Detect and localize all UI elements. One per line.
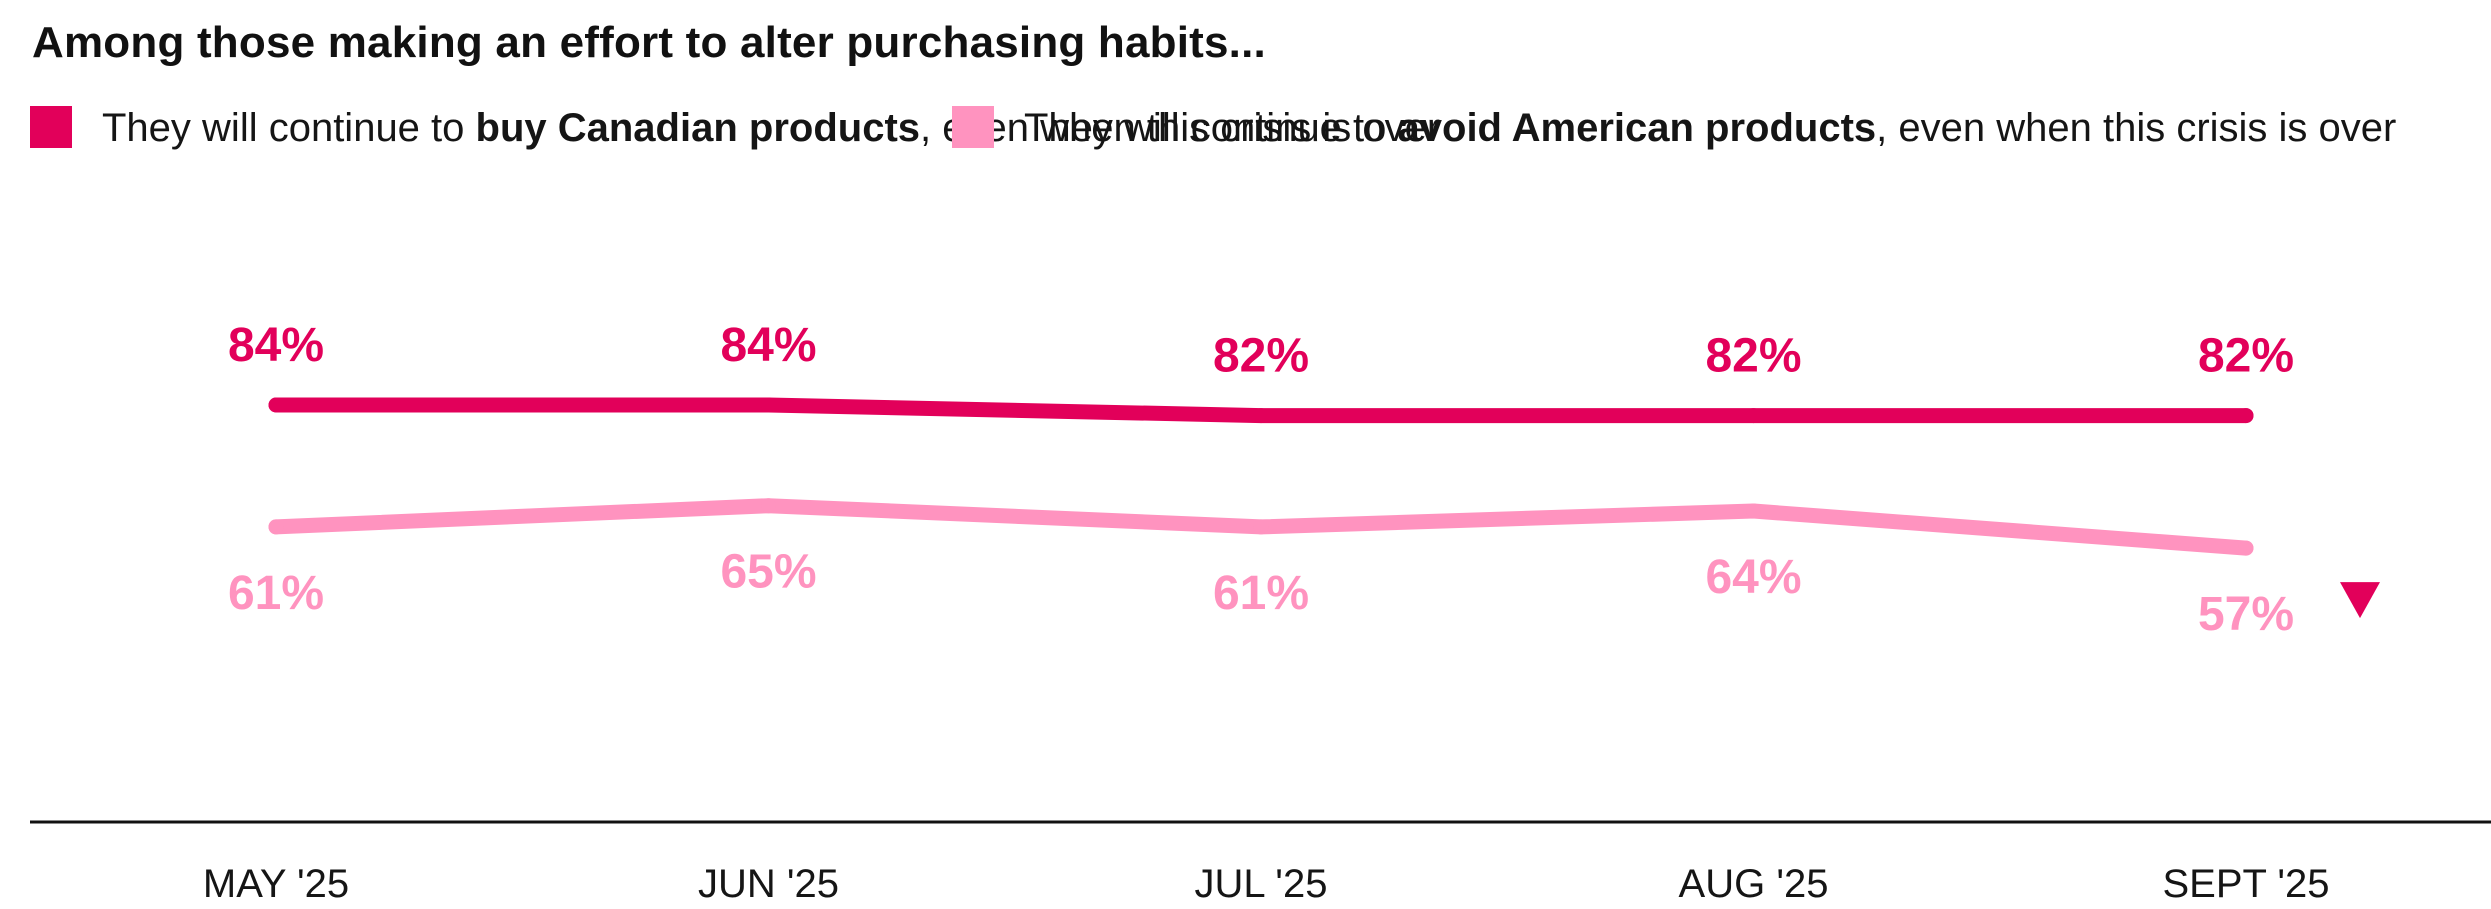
data-label: 61% xyxy=(228,567,324,620)
data-label: 65% xyxy=(720,546,816,599)
legend-label-bold: avoid American products xyxy=(1397,106,1877,150)
legend-label: They will continue to buy Canadian produ… xyxy=(102,100,1440,156)
x-tick-label: AUG '25 xyxy=(1679,862,1829,906)
data-point xyxy=(2238,408,2254,424)
down-triangle-icon xyxy=(2340,582,2380,619)
data-point xyxy=(761,397,776,413)
legend-label-bold: buy Canadian products xyxy=(475,106,921,150)
chart-title: Among those making an effort to alter pu… xyxy=(32,18,1266,67)
legend-label-suffix: , even when this crisis is over xyxy=(1876,106,2397,150)
legend-item-avoid-american: They will continue to avoid American pro… xyxy=(952,100,2396,156)
data-label: 57% xyxy=(2198,588,2294,641)
data-point xyxy=(1746,503,1761,519)
data-label: 82% xyxy=(1213,330,1309,383)
legend-label-prefix: They will continue to xyxy=(1024,106,1398,150)
data-label: 84% xyxy=(720,319,816,372)
data-point xyxy=(1253,519,1269,535)
data-label: 82% xyxy=(1705,330,1801,383)
x-tick-label: JUL '25 xyxy=(1195,862,1328,906)
data-point xyxy=(268,519,284,535)
data-point xyxy=(761,498,776,514)
data-point xyxy=(2238,540,2254,556)
legend-label: They will continue to avoid American pro… xyxy=(1024,100,2396,156)
x-tick-label: SEPT '25 xyxy=(2163,862,2330,906)
legend-swatch xyxy=(30,106,72,148)
legend-swatch xyxy=(952,106,994,148)
legend-item-buy-canadian: They will continue to buy Canadian produ… xyxy=(30,100,1440,156)
data-label: 61% xyxy=(1213,567,1309,620)
data-point xyxy=(268,397,284,413)
data-point xyxy=(1746,408,1761,424)
data-label: 84% xyxy=(228,319,324,372)
data-label: 82% xyxy=(2198,330,2294,383)
data-label: 64% xyxy=(1705,551,1801,604)
x-tick-label: MAY '25 xyxy=(203,862,349,906)
legend-label-suffix: , even when this crisis is over xyxy=(920,106,1441,150)
data-point xyxy=(1253,408,1269,424)
legend-label-prefix: They will continue to xyxy=(102,106,476,150)
x-tick-label: JUN '25 xyxy=(698,862,839,906)
